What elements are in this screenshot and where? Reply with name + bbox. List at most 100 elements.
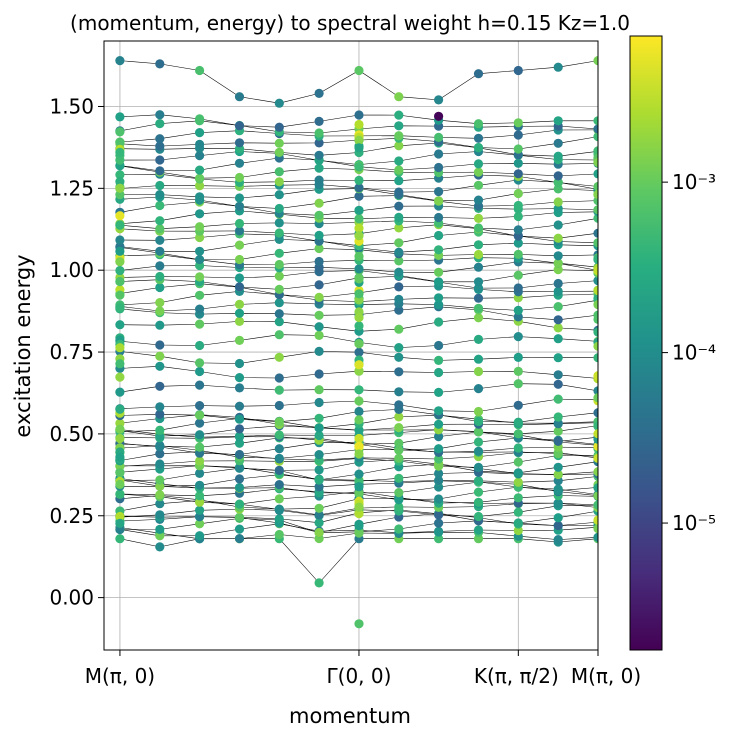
y-axis-ticks: 0.00 0.25 0.50 0.75 1.00 1.25 1.50	[49, 94, 104, 610]
data-point	[473, 534, 484, 544]
x-axis-label: momentum	[289, 704, 411, 728]
data-point	[314, 116, 324, 126]
data-point	[155, 441, 165, 451]
data-point	[155, 402, 165, 412]
data-point	[513, 130, 523, 140]
data-point	[394, 473, 404, 483]
data-point	[473, 277, 484, 287]
data-point	[513, 468, 523, 478]
data-point	[394, 502, 404, 512]
data-point	[513, 225, 523, 235]
data-point	[434, 419, 444, 429]
data-point	[155, 180, 165, 191]
data-point	[473, 525, 484, 535]
data-point	[234, 316, 245, 326]
colorbar-tick-label: 10⁻⁴	[672, 341, 716, 365]
y-tick-label: 0.75	[49, 340, 94, 364]
data-point	[234, 158, 245, 168]
data-point	[274, 167, 284, 177]
data-point	[234, 308, 245, 318]
colorbar-tick-label: 10⁻³	[672, 170, 716, 194]
data-point	[593, 421, 598, 431]
data-point	[473, 283, 484, 293]
data-point	[593, 467, 598, 477]
data-point	[354, 119, 364, 130]
data-point	[354, 508, 364, 519]
data-point	[593, 189, 598, 199]
data-point	[553, 251, 563, 261]
data-point	[354, 406, 364, 417]
data-point	[473, 303, 484, 313]
data-point	[314, 330, 324, 340]
data-point	[195, 410, 205, 420]
data-point	[434, 510, 444, 520]
data-point	[513, 493, 523, 503]
data-point	[434, 187, 444, 197]
data-point	[115, 424, 125, 434]
data-point	[274, 284, 284, 294]
data-point	[593, 353, 598, 363]
data-point	[314, 475, 324, 485]
data-point	[513, 518, 523, 528]
data-point	[394, 92, 404, 102]
data-point	[513, 249, 523, 259]
data-point	[394, 156, 404, 166]
data-point	[553, 258, 563, 268]
data-point	[394, 343, 404, 353]
data-point	[195, 497, 205, 507]
data-point	[354, 231, 364, 241]
data-point	[115, 220, 125, 230]
data-point	[553, 233, 563, 243]
data-point	[473, 213, 484, 223]
data-point	[314, 292, 324, 302]
data-point	[155, 282, 165, 293]
data-point	[593, 532, 598, 542]
data-point	[553, 521, 563, 531]
data-point	[354, 110, 364, 120]
data-point	[394, 121, 404, 131]
data-point	[314, 430, 324, 441]
data-point	[513, 238, 523, 248]
data-point	[473, 511, 484, 522]
data-point	[155, 216, 165, 226]
y-axis-label: excitation energy	[11, 254, 35, 437]
data-point	[394, 324, 404, 334]
data-point	[155, 320, 165, 330]
data-point	[274, 248, 284, 258]
data-point	[234, 138, 245, 148]
data-point	[115, 147, 125, 157]
data-point	[195, 173, 205, 183]
data-point	[354, 312, 364, 323]
data-point	[434, 432, 444, 442]
data-point	[394, 187, 404, 197]
data-point	[513, 200, 523, 211]
data-point	[234, 463, 245, 473]
data-point	[354, 502, 364, 512]
data-point	[274, 190, 284, 200]
data-point	[354, 135, 364, 145]
data-point	[434, 132, 444, 142]
data-point	[513, 144, 523, 154]
data-point	[553, 177, 563, 188]
data-point	[434, 149, 444, 159]
data-point	[473, 262, 484, 272]
data-point	[593, 453, 598, 463]
data-point	[593, 146, 598, 156]
data-point	[394, 387, 404, 397]
data-point	[155, 351, 165, 361]
data-point	[553, 171, 563, 181]
data-point	[234, 438, 245, 448]
data-point	[354, 321, 364, 331]
data-point	[115, 372, 125, 382]
data-point	[394, 282, 404, 292]
data-point	[234, 92, 245, 102]
data-point	[155, 459, 165, 469]
data-point	[593, 386, 598, 396]
data-point	[234, 474, 245, 484]
data-point	[234, 193, 245, 203]
data-point	[553, 184, 563, 194]
data-point	[593, 254, 598, 264]
data-point	[593, 327, 598, 337]
x-tick-label: M(π, 0)	[571, 664, 641, 688]
data-point	[155, 190, 165, 200]
